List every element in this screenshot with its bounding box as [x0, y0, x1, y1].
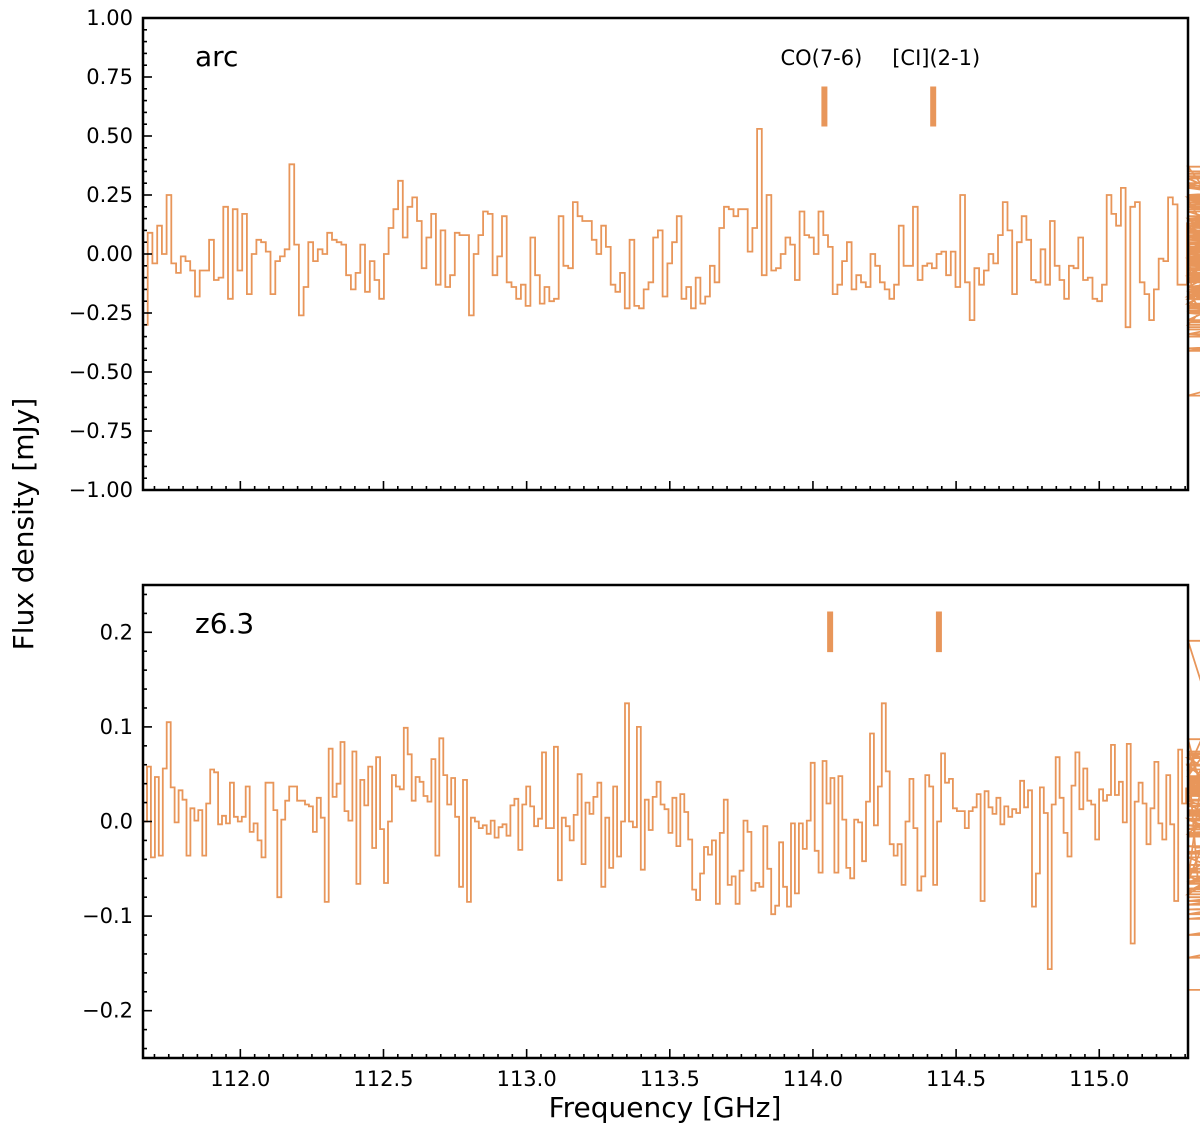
y-tick-label: 0.25	[86, 183, 133, 207]
y-tick-label: 0.00	[86, 242, 133, 266]
z63-axes-frame	[141, 583, 1190, 1060]
x-tick-label: 115.0	[1069, 1067, 1129, 1091]
co76-line-label: CO(7-6)	[780, 46, 862, 70]
y-tick-label: 1.00	[86, 6, 133, 30]
x-tick-label: 113.5	[640, 1067, 700, 1091]
x-tick-label: 114.0	[783, 1067, 843, 1091]
y-tick-label: −0.2	[82, 999, 133, 1023]
z63-axis-ticks: 112.0 112.5 113.0 113.5 114.0 114.5 115.0 −0.2 −…	[82, 593, 1186, 1091]
y-tick-label: 0.2	[100, 620, 133, 644]
x-tick-label: 113.0	[497, 1067, 557, 1091]
y-tick-label: 0.50	[86, 124, 133, 148]
arc-panel-label: arc	[195, 40, 238, 73]
z63-spectrum-line	[143, 639, 1200, 991]
y-tick-label: −0.75	[69, 419, 133, 443]
x-tick-label: 112.5	[353, 1067, 413, 1091]
z63-panel-label: z6.3	[195, 607, 254, 640]
y-tick-label: −0.50	[69, 360, 133, 384]
y-tick-label: −0.25	[69, 301, 133, 325]
panel-arc: −1.00 −0.75 −0.50 −0.25 0.00 0.25 0.50 0.75 1.00…	[69, 6, 1200, 502]
y-tick-label: 0.0	[100, 810, 133, 834]
ci21-line-label: [CI](2-1)	[892, 46, 980, 70]
panel-z63: 112.0 112.5 113.0 113.5 114.0 114.5 115.0 −0.2 −…	[82, 583, 1200, 1091]
x-tick-label: 112.0	[210, 1067, 270, 1091]
y-tick-label: −0.1	[82, 904, 133, 928]
y-tick-label: −1.00	[69, 478, 133, 502]
arc-axes-frame	[141, 16, 1190, 492]
arc-line-markers	[821, 86, 937, 127]
z63-line-markers	[827, 611, 942, 653]
arc-spectrum-line	[143, 128, 1200, 397]
arc-axis-ticks: −1.00 −0.75 −0.50 −0.25 0.00 0.25 0.50 0.75 1.00	[69, 6, 1186, 502]
x-tick-label: 114.5	[926, 1067, 986, 1091]
x-axis-title: Frequency [GHz]	[549, 1091, 782, 1124]
y-tick-label: 0.1	[100, 715, 133, 739]
y-axis-title: Flux density [mJy]	[7, 398, 40, 651]
y-tick-label: 0.75	[86, 65, 133, 89]
